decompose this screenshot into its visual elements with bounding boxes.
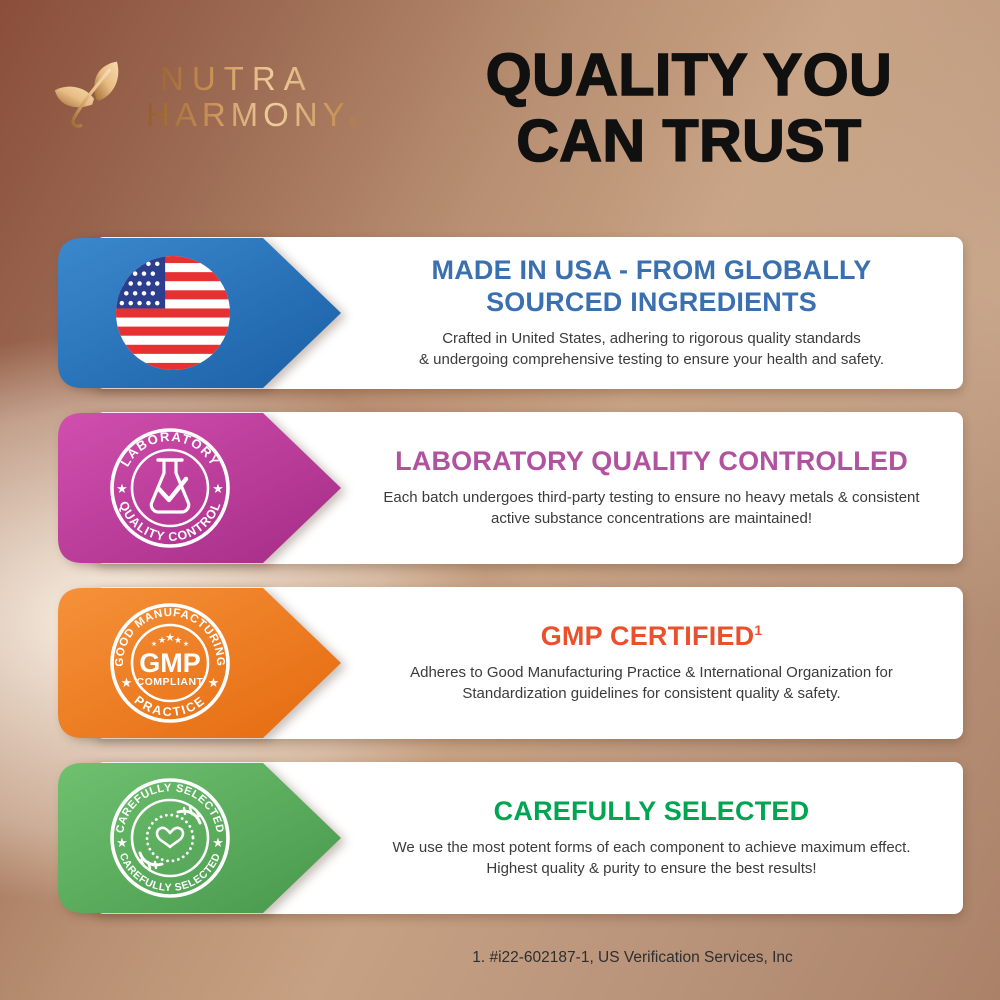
page-title-line2: CAN TRUST — [516, 107, 862, 175]
svg-text:QUALITY CONTROL: QUALITY CONTROL — [116, 499, 223, 544]
brand-logo: NUTRA HARMONY® — [52, 58, 360, 136]
banner-title-laboratory: LABORATORY QUALITY CONTROLLED — [395, 446, 908, 477]
page-title-line1: QUALITY YOU — [485, 41, 893, 109]
registered-mark: ® — [349, 113, 361, 129]
star-icon: ★ — [116, 481, 128, 496]
page-title: QUALITY YOU CAN TRUST — [400, 41, 978, 175]
banner-carefully-selected: CAREFULLY SELECTED CAREFULLY SELECTED ★ … — [0, 759, 1000, 917]
banner-content-gmp: GMP CERTIFIED1 Adheres to Good Manufactu… — [348, 584, 955, 742]
compliant-label: COMPLIANT — [137, 676, 204, 688]
gmp-compliant-badge-icon: GOOD MANUFACTURING PRACTICE ★ ★ ★ ★ ★ ★ … — [110, 603, 230, 723]
star-icon: ★ — [158, 635, 166, 645]
svg-text:CAREFULLY SELECTED: CAREFULLY SELECTED — [114, 782, 226, 834]
heart-icon — [155, 826, 185, 849]
banner-body-laboratory: Each batch undergoes third-party testing… — [383, 489, 920, 528]
arrow-ribbon-magenta — [58, 413, 341, 563]
banner-title-carefully-selected: CAREFULLY SELECTED — [493, 796, 810, 827]
star-icon: ★ — [212, 481, 224, 496]
brand-name: NUTRA HARMONY® — [146, 61, 360, 132]
banner-content-usa: MADE IN USA - FROM GLOBALLY SOURCED INGR… — [348, 234, 955, 392]
star-icon: ★ — [121, 675, 133, 690]
star-icon: ★ — [208, 675, 220, 690]
lab-quality-control-badge-icon: LABORATORY QUALITY CONTROL ★ ★ — [110, 428, 230, 548]
banner-made-in-usa: MADE IN USA - FROM GLOBALLY SOURCED INGR… — [0, 234, 1000, 392]
arrow-ribbon-green — [58, 763, 341, 913]
check-icon — [156, 476, 189, 503]
svg-text:CAREFULLY SELECTED: CAREFULLY SELECTED — [117, 851, 223, 894]
star-icon: ★ — [151, 640, 157, 648]
footnote: 1. #i22-602187-1, US Verification Servic… — [472, 949, 793, 966]
gmp-stars-row: ★ ★ ★ ★ ★ — [151, 632, 189, 648]
star-icon: ★ — [212, 835, 224, 850]
banner-body-usa: Crafted in United States, adhering to ri… — [418, 330, 884, 369]
usa-flag-icon — [115, 255, 231, 371]
star-icon: ★ — [183, 640, 189, 648]
banner-title-usa: MADE IN USA - FROM GLOBALLY SOURCED INGR… — [431, 255, 872, 318]
banner-laboratory: LABORATORY QUALITY CONTROL ★ ★ LABORATOR… — [0, 409, 1000, 567]
arrow-ribbon-orange — [58, 588, 341, 738]
footnote-ref: 1 — [754, 622, 763, 639]
carefully-selected-badge-icon: CAREFULLY SELECTED CAREFULLY SELECTED ★ … — [110, 778, 230, 898]
brand-name-line2: HARMONY® — [146, 96, 361, 133]
star-icon: ★ — [174, 635, 182, 645]
flask-icon — [149, 458, 191, 514]
brand-name-line1: NUTRA — [160, 60, 314, 98]
star-icon: ★ — [116, 835, 128, 850]
banner-content-carefully-selected: CAREFULLY SELECTED We use the most poten… — [348, 759, 955, 917]
star-icon: ★ — [165, 632, 175, 644]
leaf-icon — [54, 61, 119, 128]
hands-heart-icon — [138, 806, 202, 870]
banner-content-laboratory: LABORATORY QUALITY CONTROLLED Each batch… — [348, 409, 955, 567]
gmp-label: GMP — [139, 648, 201, 678]
banner-body-carefully-selected: We use the most potent forms of each com… — [392, 839, 911, 878]
banner-gmp: GOOD MANUFACTURING PRACTICE ★ ★ ★ ★ ★ ★ … — [0, 584, 1000, 742]
banner-body-gmp: Adheres to Good Manufacturing Practice &… — [410, 664, 893, 703]
banner-title-gmp: GMP CERTIFIED1 — [540, 621, 763, 652]
